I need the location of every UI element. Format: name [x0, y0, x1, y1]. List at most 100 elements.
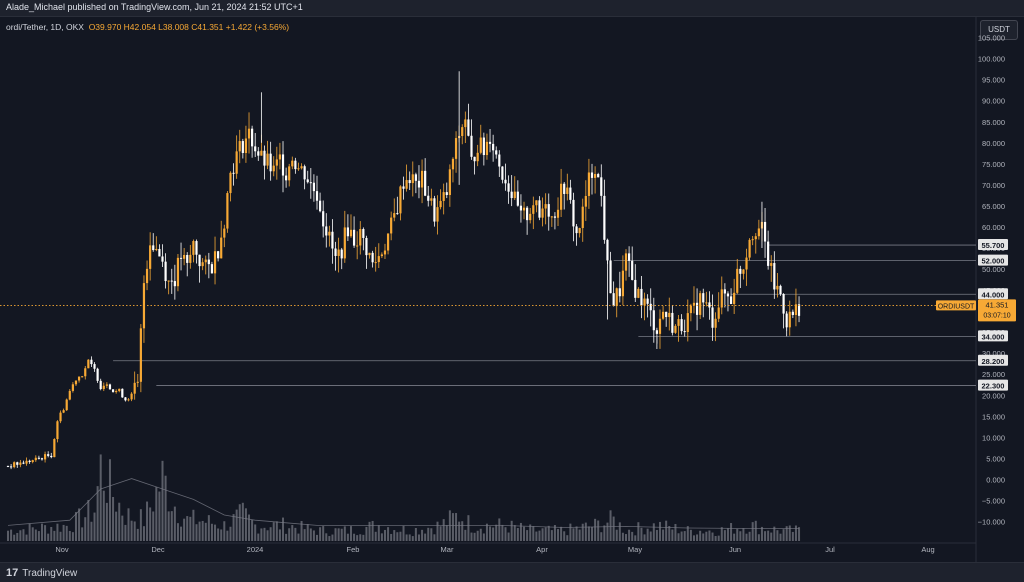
- volume-bar: [606, 522, 609, 541]
- y-tick-label: −10.000: [978, 518, 1005, 527]
- volume-bar: [380, 533, 383, 541]
- y-tick-label: 90.000: [982, 97, 1005, 106]
- candle-body: [244, 138, 248, 154]
- level-price-label: 34.000: [982, 332, 1005, 341]
- volume-bar: [748, 531, 751, 541]
- y-tick-label: 80.000: [982, 139, 1005, 148]
- volume-bar: [455, 513, 458, 541]
- candle-body: [485, 141, 489, 156]
- candle-body: [28, 460, 31, 463]
- volume-bar: [71, 532, 74, 541]
- volume-bar: [603, 525, 606, 541]
- candle-body: [164, 261, 167, 282]
- volume-bar: [235, 509, 238, 541]
- candle-body: [541, 208, 544, 218]
- candle-body: [408, 180, 411, 184]
- volume-bar: [90, 521, 93, 541]
- candle-body: [127, 399, 130, 401]
- volume-bar: [439, 526, 442, 541]
- volume-bar: [359, 534, 362, 541]
- volume-bar: [93, 512, 96, 541]
- candle-body: [223, 228, 226, 238]
- tradingview-logo[interactable]: 17 TradingView: [6, 567, 77, 579]
- volume-bar: [671, 529, 674, 541]
- volume-bar: [365, 526, 368, 541]
- symbol-legend: ordi/Tether, 1D, OKX O39.970 H42.054 L38…: [6, 22, 289, 32]
- volume-bar: [133, 521, 136, 541]
- candle-body: [365, 237, 368, 256]
- candle-body: [501, 166, 504, 180]
- candle-body: [618, 288, 621, 297]
- candle-body: [115, 391, 118, 393]
- candle-body: [43, 454, 47, 460]
- y-tick-label: 85.000: [982, 118, 1005, 127]
- volume-bar: [430, 528, 433, 541]
- y-tick-label: 50.000: [982, 265, 1005, 274]
- candle-body: [318, 200, 322, 212]
- volume-bar: [445, 525, 448, 541]
- volume-bar: [78, 508, 81, 541]
- volume-bar: [733, 533, 736, 541]
- volume-bar: [597, 520, 600, 541]
- volume-bar: [739, 531, 742, 541]
- candle-body: [794, 304, 798, 315]
- candle-body: [254, 146, 257, 152]
- volume-bar: [297, 533, 300, 541]
- candle-body: [71, 384, 74, 391]
- candle-body: [291, 160, 294, 167]
- x-tick-label: Aug: [921, 545, 934, 554]
- volume-bar: [646, 528, 649, 541]
- candle-body: [433, 198, 436, 222]
- volume-bar: [74, 512, 77, 541]
- currency-badge[interactable]: USDT: [980, 20, 1018, 40]
- volume-bar: [742, 528, 745, 541]
- candle-body: [467, 119, 470, 136]
- current-price-label: 41.351: [986, 300, 1009, 309]
- candle-body: [729, 296, 733, 304]
- candle-body: [411, 174, 414, 184]
- candle-body: [359, 229, 362, 246]
- volume-bar: [377, 525, 380, 541]
- volume-bar: [708, 530, 711, 541]
- candle-body: [192, 241, 195, 255]
- candle-body: [674, 325, 677, 333]
- candle-body: [782, 294, 785, 314]
- volume-bar: [643, 534, 646, 541]
- volume-bar: [244, 508, 247, 541]
- candle-body: [210, 264, 214, 274]
- candle-body: [572, 199, 575, 227]
- candle-body: [643, 298, 646, 306]
- candle-body: [776, 285, 779, 290]
- tradingview-brand: TradingView: [22, 567, 78, 579]
- candle-body: [627, 253, 631, 261]
- candle-body: [158, 248, 161, 257]
- volume-bar: [451, 513, 454, 541]
- volume-bar: [34, 529, 37, 541]
- volume-bar: [535, 531, 538, 541]
- volume-bar: [489, 526, 492, 541]
- ohlc-values: O39.970 H42.054 L38.008 C41.351 +1.422 (…: [88, 22, 290, 32]
- candle-body: [560, 183, 563, 210]
- volume-bar: [130, 520, 133, 541]
- candle-body: [118, 388, 121, 392]
- volume-bar: [220, 529, 223, 541]
- volume-bar: [557, 529, 560, 541]
- candle-body: [733, 292, 736, 304]
- volume-bar: [40, 523, 43, 541]
- y-tick-label: 10.000: [982, 433, 1005, 442]
- volume-bar: [770, 532, 773, 541]
- candle-body: [689, 305, 692, 314]
- volume-bar: [285, 533, 288, 541]
- volume-bar: [436, 521, 439, 541]
- volume-bar: [149, 507, 152, 541]
- candle-body: [705, 302, 708, 304]
- volume-bar: [387, 527, 390, 541]
- volume-bar: [572, 528, 575, 541]
- y-tick-label: 60.000: [982, 223, 1005, 232]
- volume-bar: [189, 516, 192, 541]
- price-chart[interactable]: 105.000 100.000 95.000 90.000 85.000 80.000 75…: [0, 0, 1024, 562]
- volume-bar: [112, 496, 115, 541]
- candle-body: [13, 462, 16, 468]
- volume-bar: [717, 535, 720, 541]
- candle-body: [393, 213, 396, 218]
